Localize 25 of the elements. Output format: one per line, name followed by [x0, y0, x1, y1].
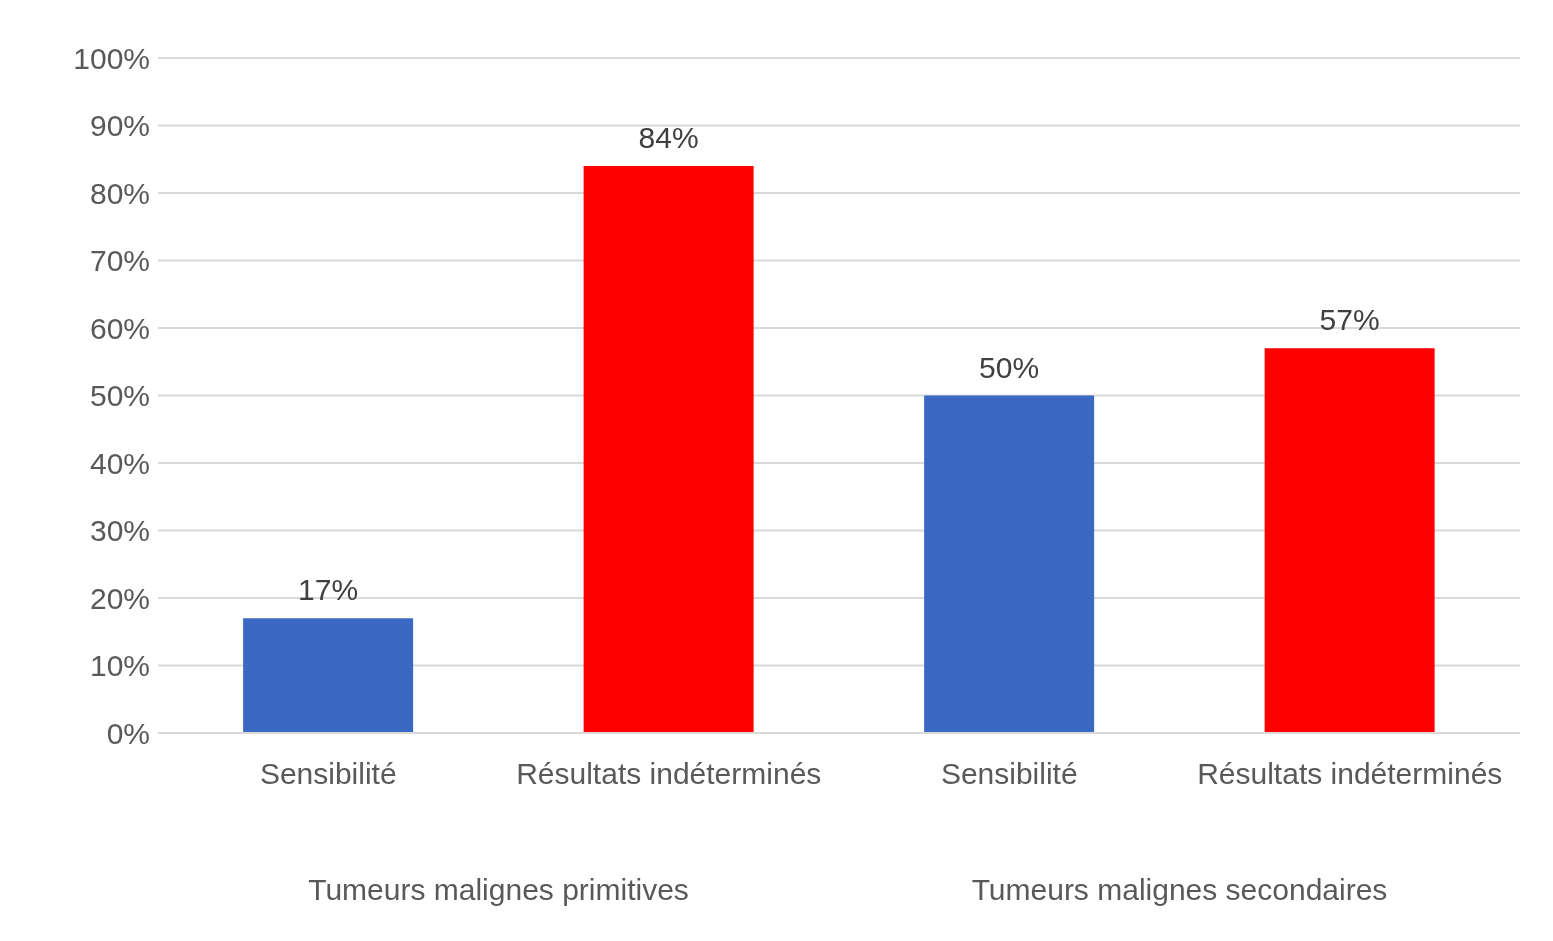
- y-tick-label: 50%: [89, 379, 150, 413]
- y-tick-label: 30%: [89, 514, 150, 548]
- y-tick-label: 100%: [73, 41, 150, 75]
- y-tick-label: 10%: [89, 649, 150, 683]
- y-tick-label: 40%: [89, 446, 150, 480]
- x-tick-label: Résultats indéterminés: [516, 757, 822, 791]
- y-tick-label: 70%: [89, 244, 150, 278]
- x-tick-label: Sensibilité: [259, 757, 397, 791]
- data-label: 57%: [1319, 303, 1380, 337]
- y-tick-label: 0%: [106, 716, 150, 750]
- x-tick-label: Sensibilité: [940, 757, 1078, 791]
- y-tick-label: 60%: [89, 311, 150, 345]
- data-label: 50%: [979, 350, 1040, 384]
- bar: [243, 618, 414, 733]
- x-tick-label: Résultats indéterminés: [1197, 757, 1503, 791]
- bar: [583, 166, 754, 733]
- data-label: 84%: [638, 121, 699, 154]
- y-tick-label: 20%: [89, 581, 150, 615]
- bar: [1264, 348, 1435, 733]
- text: Tumeurs malignes secondaires: [970, 873, 1389, 907]
- y-tick-label: 80%: [89, 176, 150, 210]
- data-label: 17%: [298, 573, 359, 607]
- text: Tumeurs malignes primitives: [307, 873, 690, 907]
- bar: [924, 395, 1095, 733]
- y-tick-label: 90%: [89, 109, 150, 143]
